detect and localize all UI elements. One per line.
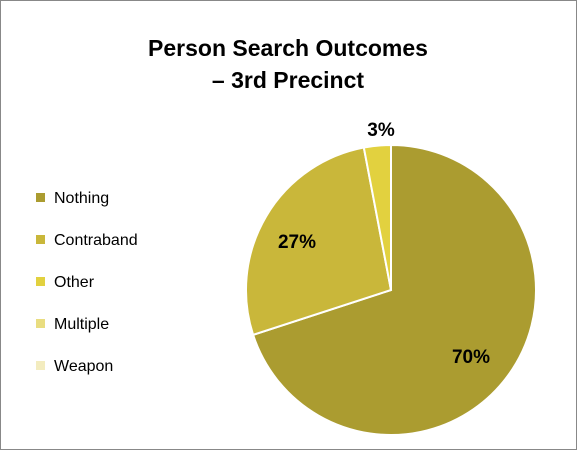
legend-swatch-weapon bbox=[36, 361, 45, 370]
legend-label-other: Other bbox=[54, 274, 95, 291]
data-label-contraband: 27% bbox=[278, 232, 316, 253]
legend-label-weapon: Weapon bbox=[54, 358, 113, 375]
data-labels: 70% 27% 3% bbox=[278, 120, 490, 368]
legend-swatch-contraband bbox=[36, 235, 45, 244]
chart-title-line-1: Person Search Outcomes bbox=[148, 35, 428, 61]
data-label-nothing: 70% bbox=[452, 347, 490, 368]
legend-swatch-other bbox=[36, 277, 45, 286]
legend-label-contraband: Contraband bbox=[54, 232, 138, 249]
pie-outline bbox=[245, 144, 537, 436]
data-label-other: 3% bbox=[367, 120, 395, 141]
legend-swatch-nothing bbox=[36, 193, 45, 202]
legend-label-nothing: Nothing bbox=[54, 190, 109, 207]
legend: Nothing Contraband Other Multiple Weapon bbox=[36, 190, 138, 375]
legend-swatch-multiple bbox=[36, 319, 45, 328]
legend-label-multiple: Multiple bbox=[54, 316, 109, 333]
chart-title-line-2: – 3rd Precinct bbox=[212, 67, 364, 93]
pie-slices bbox=[245, 143, 537, 436]
